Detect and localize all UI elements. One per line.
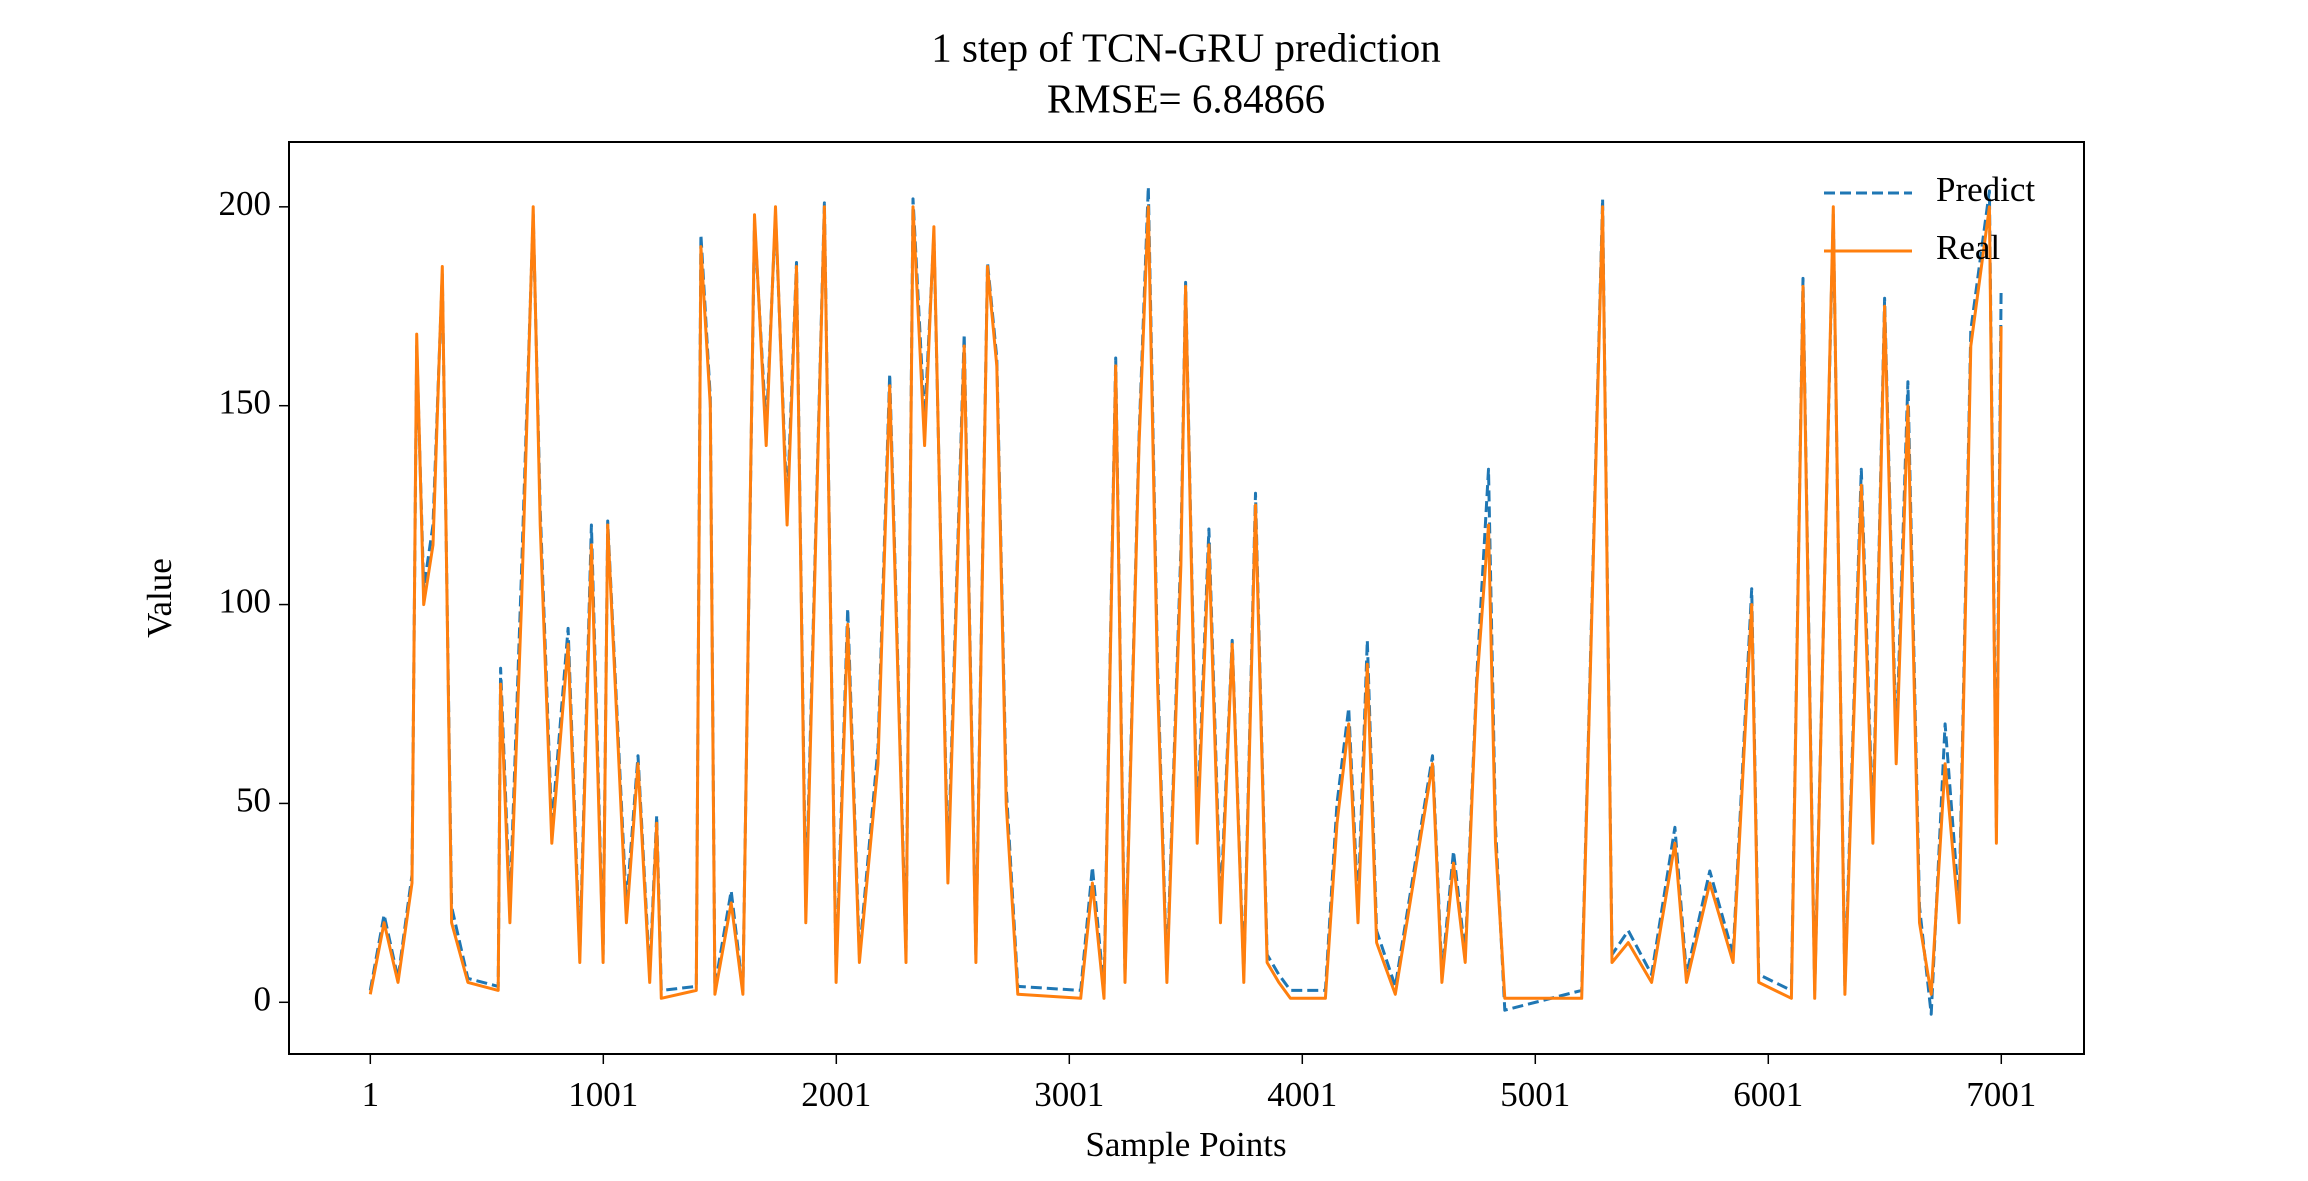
x-tick-label: 3001	[1034, 1075, 1104, 1114]
chart-subtitle: RMSE= 6.84866	[1047, 75, 1325, 121]
y-tick-label: 200	[219, 184, 272, 223]
series-line	[368, 205, 2003, 1000]
legend-label: Predict	[1936, 170, 2035, 209]
x-tick-label: 1	[362, 1075, 380, 1114]
y-tick-label: 0	[254, 979, 272, 1018]
x-tick-label: 1001	[568, 1075, 638, 1114]
plot-frame	[288, 141, 2085, 1055]
legend-label: Real	[1936, 228, 2000, 267]
x-tick-label: 6001	[1733, 1075, 1803, 1114]
y-tick-label: 100	[219, 582, 272, 621]
y-tick-label: 50	[236, 780, 271, 819]
x-tick-label: 7001	[1966, 1075, 2036, 1114]
chart-title: 1 step of TCN-GRU prediction	[931, 24, 1440, 70]
y-tick-label: 150	[219, 383, 272, 422]
y-axis-label: Value	[140, 558, 179, 638]
x-tick-label: 2001	[801, 1075, 871, 1114]
x-axis-label: Sample Points	[1085, 1125, 1286, 1164]
x-tick-label: 4001	[1267, 1075, 1337, 1114]
x-tick-label: 5001	[1500, 1075, 1570, 1114]
